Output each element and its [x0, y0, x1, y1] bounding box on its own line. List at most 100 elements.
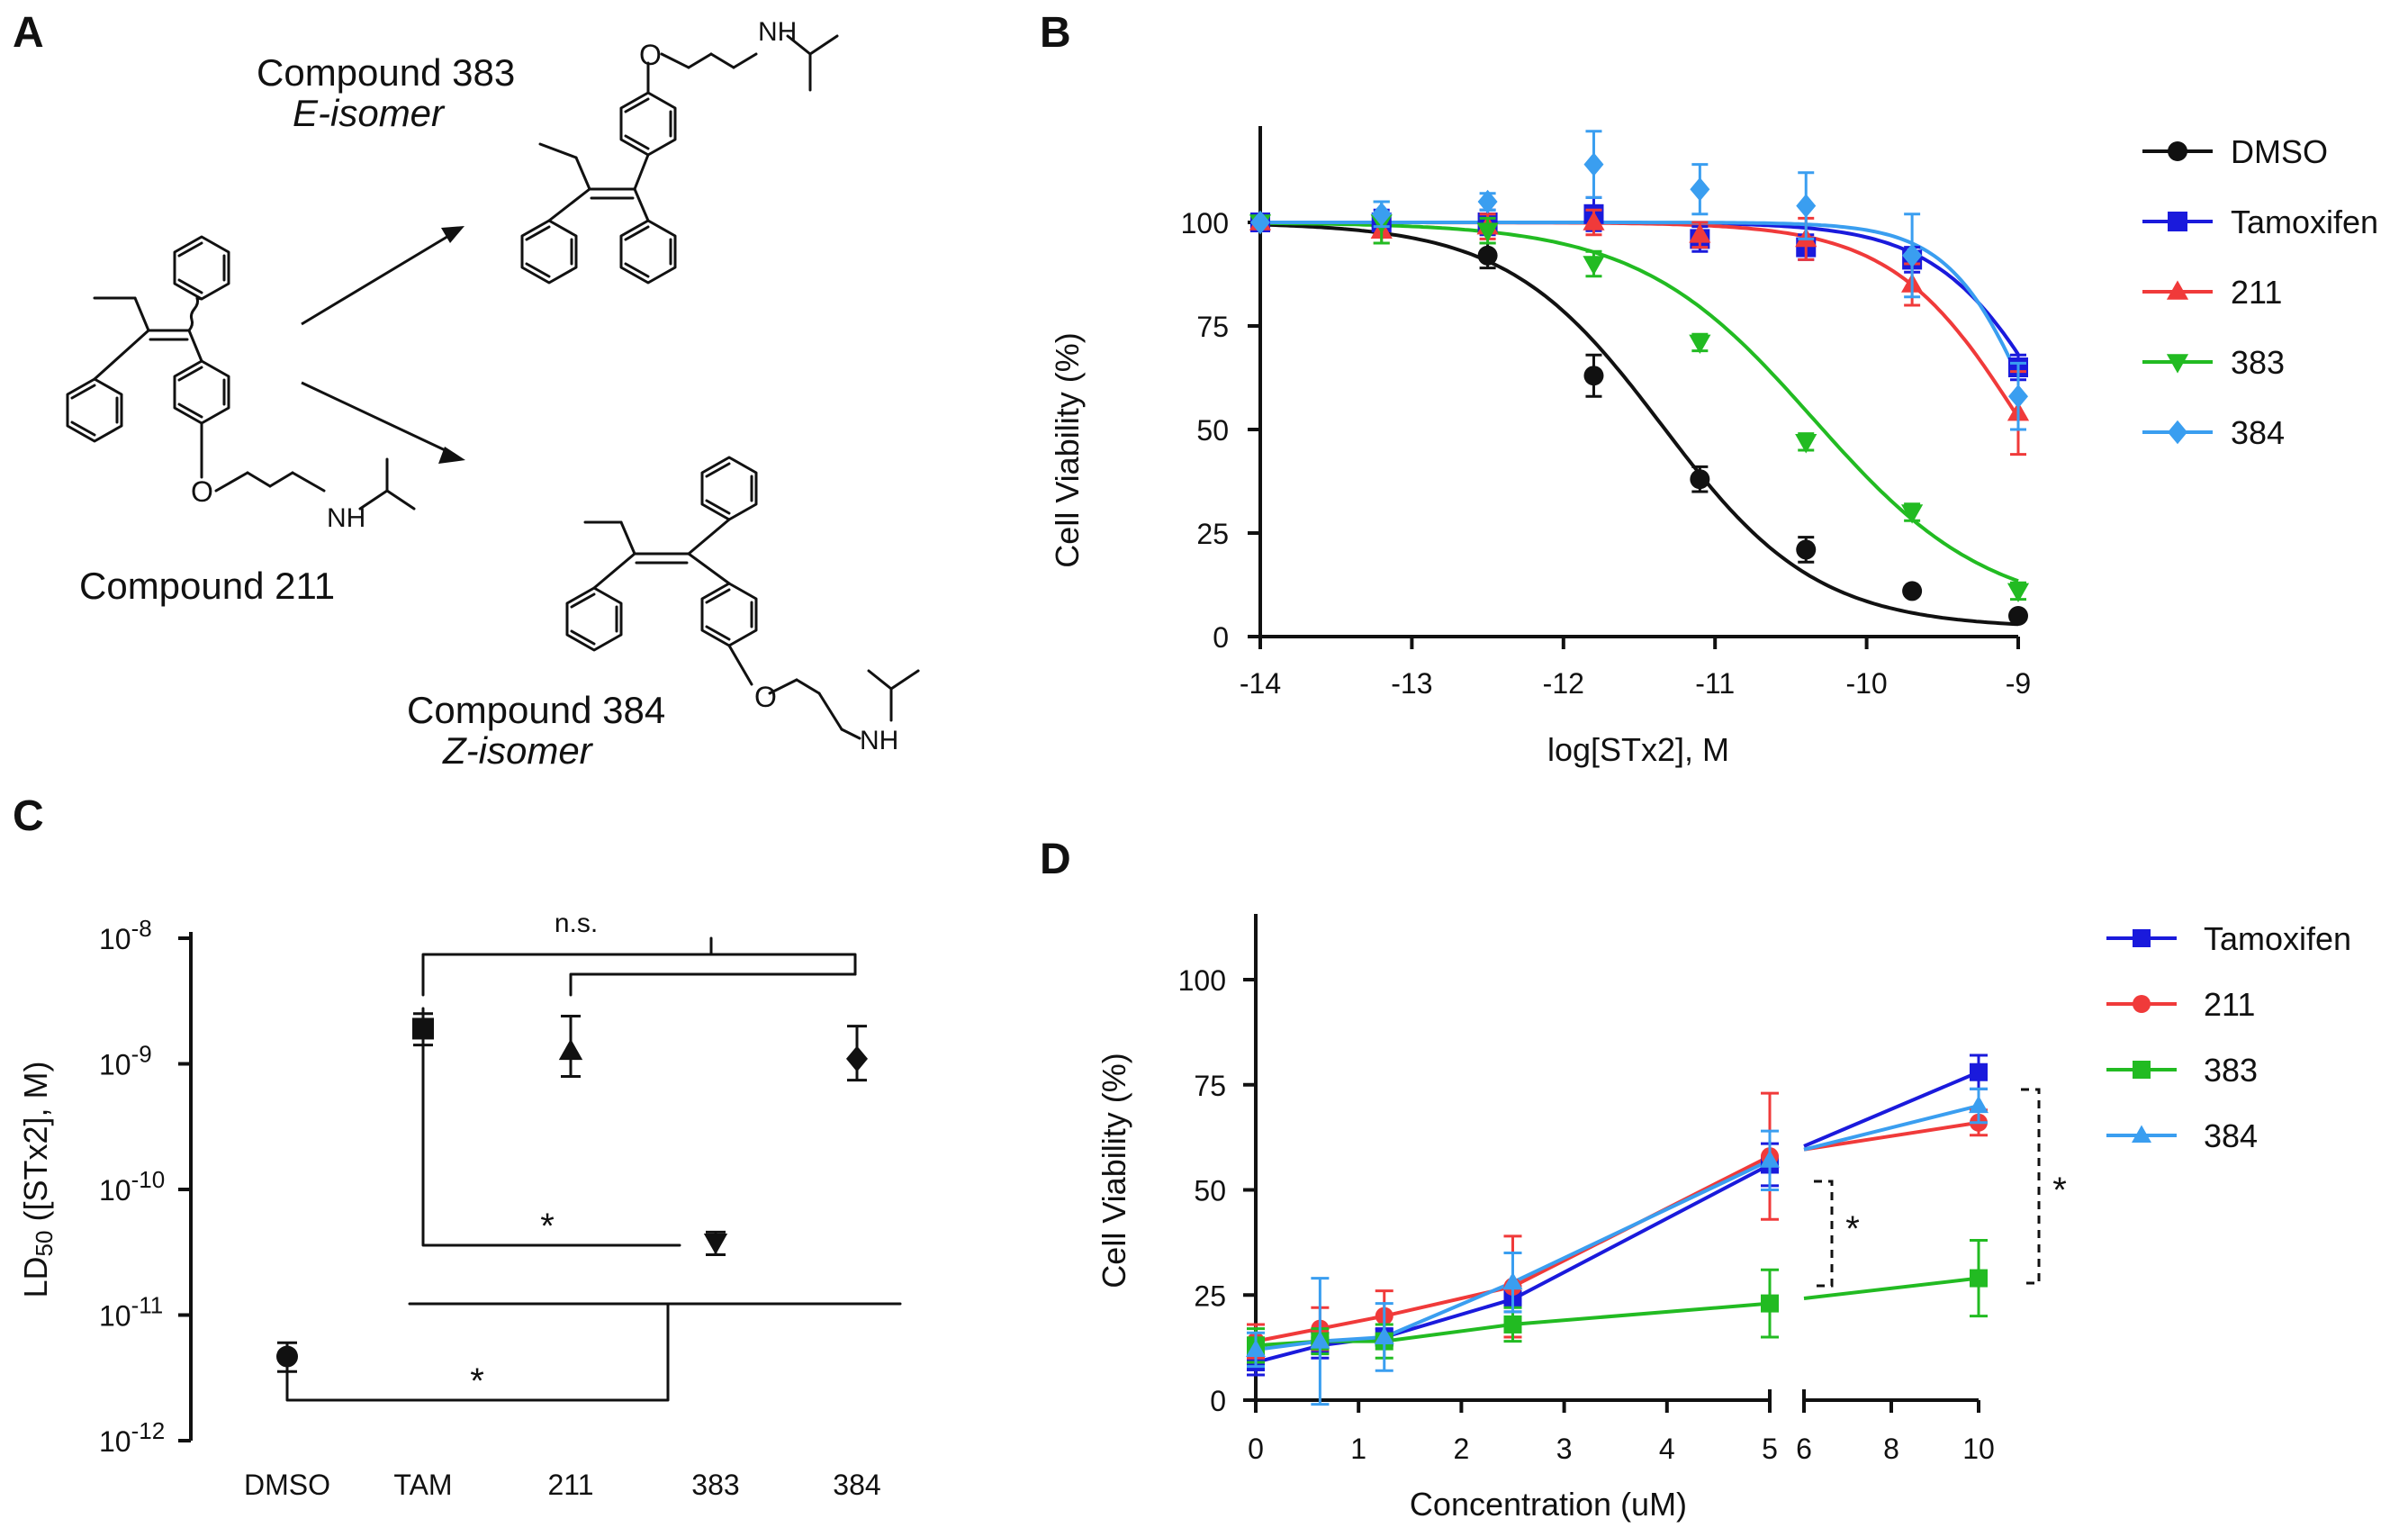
panel-d-y-tick-label: 75	[1194, 1070, 1226, 1102]
panel-b-point-211	[1583, 211, 1605, 231]
panel-c-y-axis-title-sub: 50	[31, 1231, 58, 1257]
panel-b-point-383	[1689, 334, 1711, 355]
panel-d-y-tick-label: 50	[1194, 1175, 1226, 1207]
panel-c-y-tick-label: 10-10	[99, 1166, 165, 1207]
compound-383-label: Compound 383	[257, 51, 515, 94]
panel-d-x-tick-label: 10	[1962, 1433, 1995, 1465]
panel-b-chart: 0 25 50 75 100 -14 -13 -12 -11 -10 -9 Cell Viabil…	[1049, 126, 2378, 768]
panel-b-point-384	[1371, 202, 1392, 226]
panel-c-point-384	[846, 1045, 868, 1072]
panel-c-y-axis-title-main: LD	[17, 1256, 54, 1297]
panel-c-y-tick-base: 10	[99, 1049, 131, 1081]
panel-b-point-384	[2008, 384, 2028, 409]
panel-d-legend-label-tamoxifen: Tamoxifen	[2204, 920, 2351, 957]
panel-d-point-384	[1246, 1339, 1266, 1357]
panel-b-y-axis-title: Cell Viability (%)	[1049, 332, 1086, 567]
panel-c-ns-annotation: n.s.	[555, 909, 598, 938]
compound-211-label: Compound 211	[79, 565, 335, 607]
panel-d-legend-marker-211	[2133, 995, 2151, 1013]
panel-c-x-label-tam: TAM	[393, 1469, 452, 1501]
panel-c-y-tick-base: 10	[99, 923, 131, 955]
panel-d-point-tamoxifen	[1970, 1062, 1988, 1081]
compound-211-nh-atom: NH	[327, 503, 365, 533]
panel-c-y-axis-title: LD50 ([STx2], M)	[17, 1062, 58, 1298]
panel-d-x-tick-label: 6	[1796, 1433, 1812, 1465]
panel-a-structures: Compound 383 E-isomer Compound 211 Compo…	[66, 17, 920, 772]
panel-d-star-annotation-right: *	[2052, 1171, 2067, 1210]
panel-b-fit-curve-dmso	[1259, 222, 2019, 627]
panel-d-line-broken-211	[1803, 1120, 1980, 1152]
panel-d-legend-label-383: 383	[2204, 1052, 2258, 1089]
panel-letter-b: B	[1040, 9, 1071, 57]
panel-c-y-tick-exponent: -8	[131, 915, 152, 942]
panel-b-point-383	[1795, 434, 1817, 454]
panel-letter-d: D	[1040, 836, 1071, 883]
panel-d-legend-marker-383	[2133, 1061, 2151, 1079]
panel-c-y-tick-label: 10-12	[99, 1417, 165, 1458]
panel-b-point-384	[1250, 210, 1270, 235]
panel-b-x-tick-label: -12	[1543, 667, 1584, 700]
panel-b-y-ticks: 0 25 50 75 100	[1181, 207, 1260, 654]
panel-b-y-tick-label: 25	[1196, 518, 1229, 550]
panel-c-star-annotation-upper: *	[540, 1207, 555, 1246]
panel-c-y-tick-base: 10	[99, 1425, 131, 1458]
panel-d-data-points	[1246, 1053, 1989, 1406]
panel-b-legend-marker-211	[2166, 280, 2189, 300]
panel-d-point-384	[1374, 1326, 1394, 1344]
panel-d-point-384	[1310, 1331, 1330, 1349]
panel-b-point-dmso	[1902, 581, 1923, 601]
panel-b-point-383	[2007, 583, 2030, 603]
panel-b-x-tick-label: -14	[1240, 667, 1281, 700]
panel-b-y-tick-label: 0	[1213, 621, 1229, 654]
panel-letter-c: C	[13, 792, 44, 840]
panel-b-legend: DMSO Tamoxifen 211 383 384	[2142, 133, 2378, 451]
panel-b-y-tick-label: 50	[1196, 414, 1229, 447]
panel-c-y-tick-label: 10-8	[99, 915, 152, 955]
panel-c-point-dmso	[276, 1345, 298, 1368]
panel-b-point-383	[1901, 504, 1924, 524]
panel-letter-a: A	[13, 9, 44, 57]
panel-b-x-axis-title: log[STx2], M	[1547, 731, 1729, 768]
panel-c-significance-brackets: n.s. * *	[285, 909, 902, 1402]
panel-d-point-383	[1503, 1315, 1522, 1334]
panel-b-y-tick-label: 100	[1181, 207, 1229, 240]
panel-c-y-axis-title-rest: ([STx2], M)	[17, 1062, 54, 1231]
compound-384-structure: O NH	[565, 456, 920, 755]
panel-b-point-384	[1477, 189, 1498, 214]
reaction-arrow-to-383	[301, 226, 464, 326]
panel-d-x-tick-label: 2	[1454, 1433, 1470, 1465]
compound-211-o-atom: O	[191, 475, 213, 508]
panel-d-x-tick-label: 1	[1350, 1433, 1366, 1465]
panel-d-point-383	[1970, 1269, 1988, 1288]
panel-d-line-broken-tamoxifen	[1803, 1070, 1980, 1148]
panel-c-point-383	[703, 1233, 728, 1255]
panel-d-significance-brackets: * *	[1814, 1088, 2067, 1288]
panel-d-y-axis-title: Cell Viability (%)	[1096, 1053, 1132, 1288]
panel-b-point-384	[1690, 177, 1710, 202]
panel-d-legend: Tamoxifen 211 383 384	[2106, 920, 2351, 1154]
panel-c-point-211	[558, 1038, 583, 1061]
panel-c-x-label-383: 383	[691, 1469, 739, 1501]
compound-384-o-atom: O	[754, 681, 777, 713]
panel-d-point-383	[1761, 1294, 1779, 1313]
panel-b-point-384	[1583, 152, 1604, 176]
panel-d-x-tick-label: 4	[1659, 1433, 1675, 1465]
panel-c-y-tick-base: 10	[99, 1174, 131, 1207]
panel-b-point-dmso	[1477, 245, 1498, 266]
panel-b-y-tick-label: 75	[1196, 311, 1229, 343]
panel-d-chart: 0 25 50 75 100 0 1 2 3 4 5 6 8 10 * * Cell Viability…	[1096, 914, 2351, 1523]
panel-b-point-dmso	[2008, 606, 2028, 626]
compound-384-isomer-label: Z-isomer	[442, 729, 594, 772]
panel-c-data-points	[276, 1012, 868, 1373]
panel-b-legend-label-tamoxifen: Tamoxifen	[2231, 203, 2378, 240]
compound-383-nh-atom: NH	[758, 17, 797, 47]
panel-d-x-tick-label: 3	[1556, 1433, 1573, 1465]
panel-b-point-211	[1689, 223, 1711, 243]
panel-d-series-lines	[1255, 1070, 1980, 1364]
panel-d-star-annotation-left: *	[1845, 1209, 1860, 1249]
panel-d-y-ticks: 0 25 50 75 100	[1178, 964, 1256, 1417]
panel-d-x-ticks: 0 1 2 3 4 5 6 8 10	[1248, 1400, 1995, 1465]
